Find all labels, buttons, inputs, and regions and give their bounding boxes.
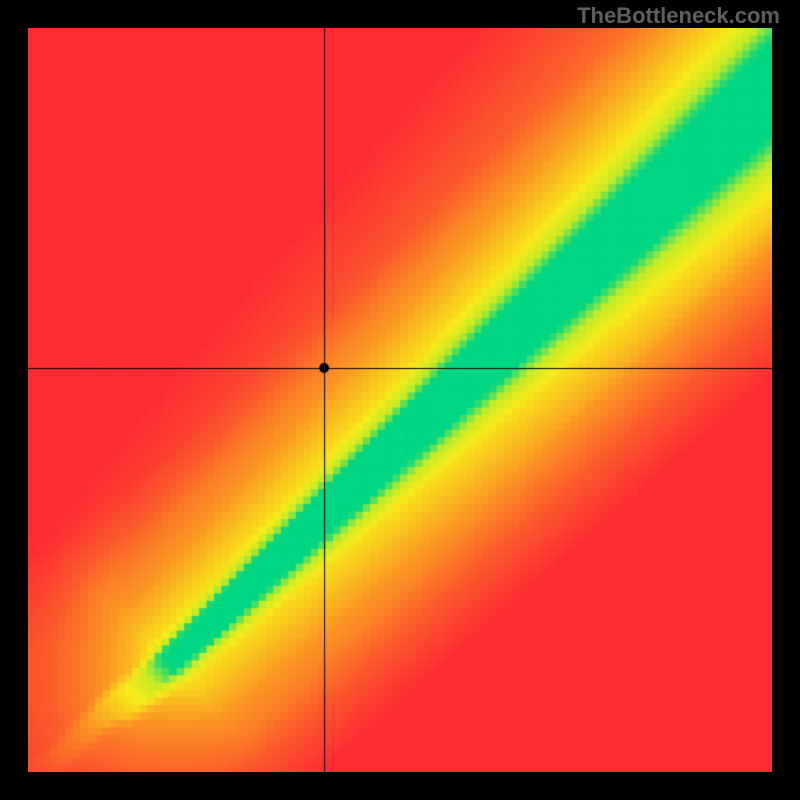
bottleneck-heatmap bbox=[28, 28, 772, 772]
watermark-text: TheBottleneck.com bbox=[577, 3, 780, 29]
chart-container: TheBottleneck.com bbox=[0, 0, 800, 800]
